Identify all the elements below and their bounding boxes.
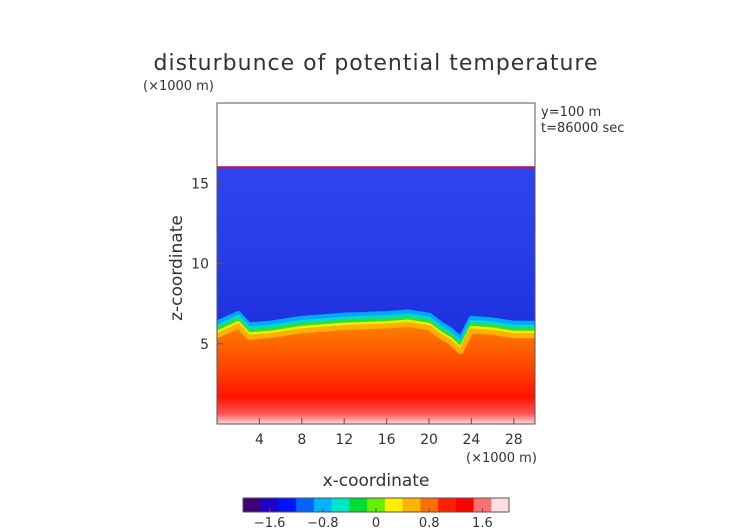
interface-band-2 [217, 316, 535, 348]
x-tick-label: 20 [420, 432, 438, 448]
y-tick-label: 5 [200, 337, 209, 353]
x-tick-label: 16 [378, 432, 396, 448]
negative-anomaly-region [217, 167, 535, 344]
plot-area [217, 103, 535, 424]
interface-band-4 [217, 321, 535, 355]
colorbar-segment [313, 498, 333, 512]
colorbar-segment [402, 498, 421, 512]
x-tick-label: 8 [297, 432, 306, 448]
interface-band-3 [217, 319, 535, 351]
y-tick-label: 10 [191, 257, 209, 273]
y-unit-label: (×1000 m) [143, 79, 214, 94]
colorbar-segment [260, 498, 279, 512]
y-axis-ticks: 5 10 15 [191, 176, 223, 353]
annotation-t: t=86000 sec [541, 121, 624, 136]
colorbar-tick-label: 0 [372, 516, 380, 531]
x-axis-label: x-coordinate [323, 471, 430, 491]
colorbar-segment [349, 498, 368, 512]
colorbar-segment [296, 498, 315, 512]
colorbar-segment [438, 498, 457, 512]
x-tick-label: 24 [462, 432, 480, 448]
y-axis-label: z-coordinate [167, 215, 187, 321]
x-tick-label: 4 [255, 432, 264, 448]
interface-band-0 [217, 309, 535, 343]
x-tick-label: 12 [335, 432, 353, 448]
colorbar-tick-label: 1.6 [472, 516, 493, 531]
colorbar [242, 497, 510, 513]
colorbar-tick-label: −1.6 [254, 516, 286, 531]
colorbar-segment [278, 498, 297, 512]
x-unit-label: (×1000 m) [466, 451, 537, 466]
x-tick-label: 28 [505, 432, 523, 448]
x-axis-ticks: 4 8 12 16 20 24 28 [255, 418, 523, 448]
colorbar-segment [473, 498, 492, 512]
colorbar-segment [420, 498, 439, 512]
colorbar-segment [243, 498, 262, 512]
colorbar-tick-label: −0.8 [307, 516, 339, 531]
y-tick-label: 15 [191, 176, 209, 192]
interface-band-1 [217, 313, 535, 345]
colorbar-segment [455, 498, 475, 512]
colorbar-segment [331, 498, 350, 512]
colorbar-segment [367, 498, 386, 512]
chart-title: disturbunce of potential temperature [154, 51, 599, 76]
colorbar-tick-label: 0.8 [419, 516, 440, 531]
colorbar-segment [384, 498, 404, 512]
colorbar-ticks: −1.6 −0.8 0 0.8 1.6 [254, 508, 493, 531]
colorbar-segment [491, 498, 510, 512]
annotation-y: y=100 m [541, 105, 601, 120]
